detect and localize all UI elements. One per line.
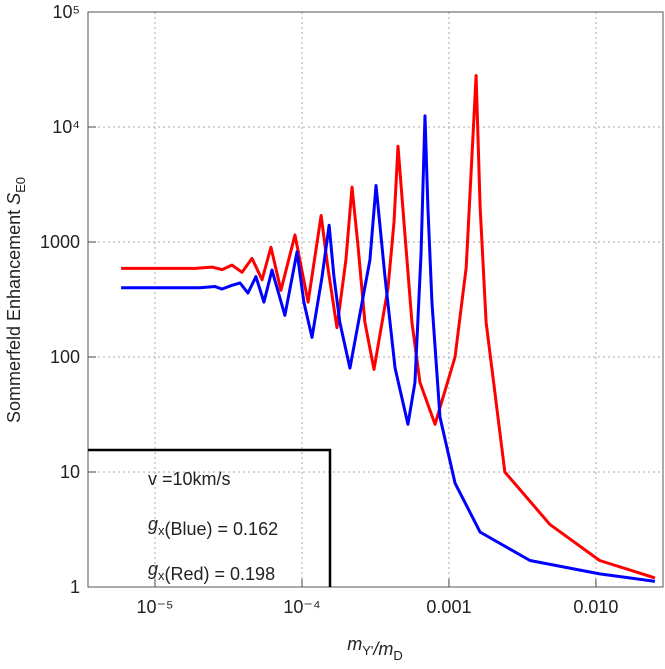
y-axis-label-sub: E0: [13, 177, 28, 193]
x-tick-label: 0.010: [573, 597, 618, 617]
series-line: [121, 114, 656, 583]
annotation: v =10km/s: [148, 469, 231, 489]
annotation-sub: x: [158, 523, 165, 538]
y-axis-label: Sommerfeld Enhancement SE0: [4, 177, 28, 423]
x-axis-label-part: m: [347, 634, 362, 654]
annotation-part: g: [148, 559, 158, 579]
plot-frame: [87, 11, 664, 588]
annotation-sub: x: [158, 568, 165, 583]
y-tick-label: 1000: [40, 232, 80, 252]
x-axis-label-part: /m: [371, 639, 393, 659]
x-tick-label: 10⁻⁵: [137, 597, 174, 617]
annotation: gx(Blue) = 0.162: [148, 514, 278, 539]
x-axis-label-sub: D: [393, 648, 402, 663]
y-tick-label: 1: [70, 577, 80, 597]
y-tick-label: 10: [60, 462, 80, 482]
y-tick-label: 10⁴: [52, 117, 80, 137]
x-tick-label: 10⁻⁴: [283, 597, 320, 617]
annotation-part: g: [148, 514, 158, 534]
annotation-part: v =10km/s: [148, 469, 231, 489]
y-axis-label-part: Sommerfeld Enhancement: [4, 205, 24, 423]
y-tick-label: 10⁵: [53, 2, 80, 22]
y-tick-label: 100: [50, 347, 80, 367]
x-axis-label: mY'/mD: [347, 634, 403, 663]
series-line: [121, 74, 656, 580]
x-axis-label-sub: Y': [362, 643, 373, 658]
annotation-part: (Red) = 0.198: [165, 564, 276, 584]
x-tick-label: 0.001: [426, 597, 471, 617]
annotation: gx(Red) = 0.198: [148, 559, 275, 584]
y-axis-label-part: S: [4, 193, 24, 205]
annotation-box: [88, 448, 332, 587]
annotation-part: (Blue) = 0.162: [165, 519, 279, 539]
